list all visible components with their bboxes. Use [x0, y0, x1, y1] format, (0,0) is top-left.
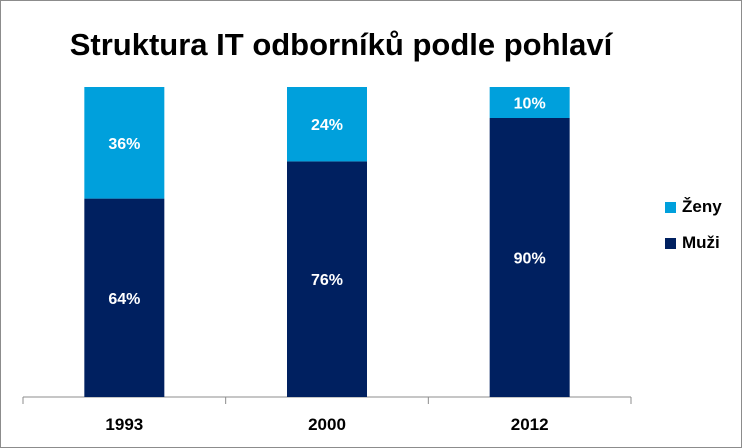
bar-muzi-2000: [287, 161, 367, 397]
legend-item-muzi: Muži: [665, 233, 722, 253]
legend-swatch-muzi: [665, 237, 676, 249]
legend-swatch-zeny: [665, 201, 676, 213]
legend-item-zeny: Ženy: [665, 197, 722, 217]
data-label: 64%: [108, 291, 140, 308]
data-label: 76%: [311, 272, 343, 289]
legend-label-muzi: Muži: [682, 233, 720, 252]
bar-muzi-2012: [489, 118, 570, 397]
bar-zeny-2012: [489, 87, 570, 118]
bar-zeny-1993: [84, 87, 165, 199]
data-label: 24%: [311, 117, 343, 134]
bar-muzi-1993: [84, 198, 165, 397]
bar-zeny-2000: [287, 87, 367, 162]
legend-label-zeny: Ženy: [682, 197, 722, 216]
chart-title: Struktura IT odborníků podle pohlaví: [69, 27, 613, 62]
data-label: 90%: [514, 251, 546, 268]
x-tick-label: 1993: [105, 415, 143, 434]
x-tick-label: 2000: [308, 415, 346, 434]
data-label: 10%: [514, 96, 546, 113]
data-label: 36%: [108, 136, 140, 153]
legend: Ženy Muži: [665, 197, 722, 269]
x-tick-label: 2012: [511, 415, 549, 434]
